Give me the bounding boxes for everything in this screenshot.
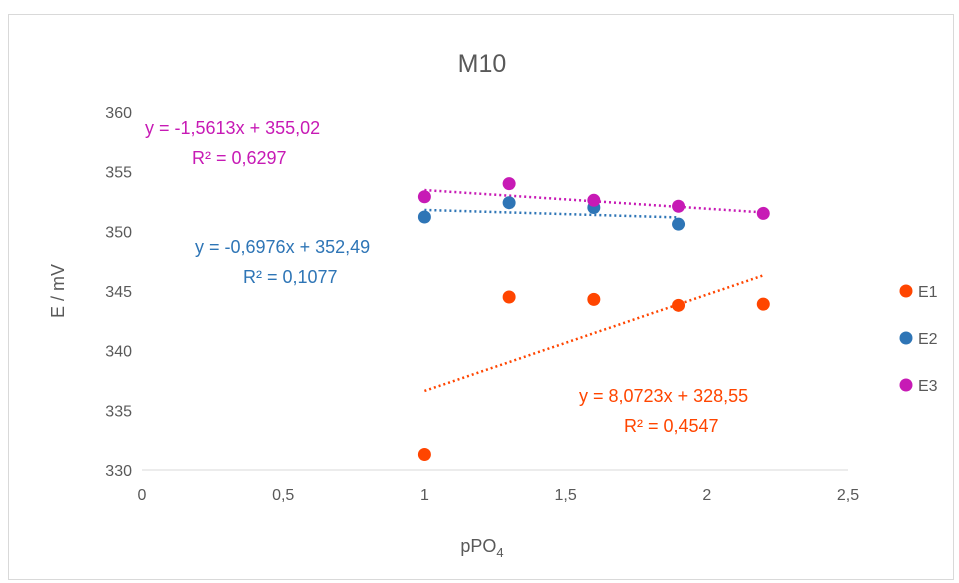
e1-data-point [672, 298, 686, 312]
e1-trendline [423, 274, 764, 393]
y-tick-label: 350 [105, 224, 132, 241]
labels-group: M10 pPO4 E / mV y = -1,5613x + 355,02 R²… [48, 50, 748, 560]
e3-data-point [672, 199, 686, 213]
e2-data-point [417, 210, 431, 224]
x-tick-label: 1 [420, 487, 429, 504]
y-tick-label: 345 [105, 284, 132, 301]
e2-equation-label: y = -0,6976x + 352,49 [195, 237, 370, 257]
y-tick-label: 335 [105, 403, 132, 420]
x-tick-label: 0 [138, 487, 147, 504]
e3-trendline [424, 188, 764, 214]
x-tick-label: 2,5 [837, 487, 859, 504]
e1-data-point [756, 297, 770, 311]
e1-r2-label: R² = 0,4547 [624, 416, 719, 436]
e3-data-point [756, 206, 770, 220]
e2-r2-label: R² = 0,1077 [243, 267, 338, 287]
x-tick-label: 0,5 [272, 487, 294, 504]
e2-data-point [672, 217, 686, 231]
x-axis-title: pPO4 [460, 536, 503, 560]
e1-data-point [587, 292, 601, 306]
y-tick-label: 360 [105, 105, 132, 122]
e3-data-point [417, 190, 431, 204]
e3-data-point [587, 193, 601, 207]
y-tick-label: 355 [105, 165, 132, 182]
e1-data-point [417, 447, 431, 461]
legend-label-e3: E3 [918, 378, 938, 395]
y-tick-label: 330 [105, 463, 132, 480]
legend: E1 E2 E3 [899, 284, 938, 395]
x-axis-title-main: pPO [460, 536, 496, 556]
legend-label-e1: E1 [918, 284, 938, 301]
e1-data-point [502, 290, 516, 304]
e3-r2-label: R² = 0,6297 [192, 148, 287, 168]
data-points-group [417, 177, 770, 461]
chart-area [8, 14, 954, 580]
legend-marker-e3 [899, 378, 913, 392]
legend-label-e2: E2 [918, 331, 938, 348]
x-tick-label: 1,5 [554, 487, 576, 504]
axes-group: 0 0,5 1 1,5 2 2,5 330 335 340 345 350 355 360 [105, 105, 859, 504]
legend-marker-e2 [899, 331, 913, 345]
e1-equation-label: y = 8,0723x + 328,55 [579, 386, 748, 406]
e2-trendline [424, 208, 679, 219]
e3-equation-label: y = -1,5613x + 355,02 [145, 118, 320, 138]
e2-data-point [502, 196, 516, 210]
y-axis-title: E / mV [48, 264, 68, 318]
chart-title: M10 [458, 50, 507, 78]
legend-marker-e1 [899, 284, 913, 298]
y-tick-label: 340 [105, 344, 132, 361]
x-tick-label: 2 [702, 487, 711, 504]
e3-data-point [502, 177, 516, 191]
trendlines-group [423, 188, 764, 393]
x-axis-title-subscript: 4 [496, 545, 503, 560]
